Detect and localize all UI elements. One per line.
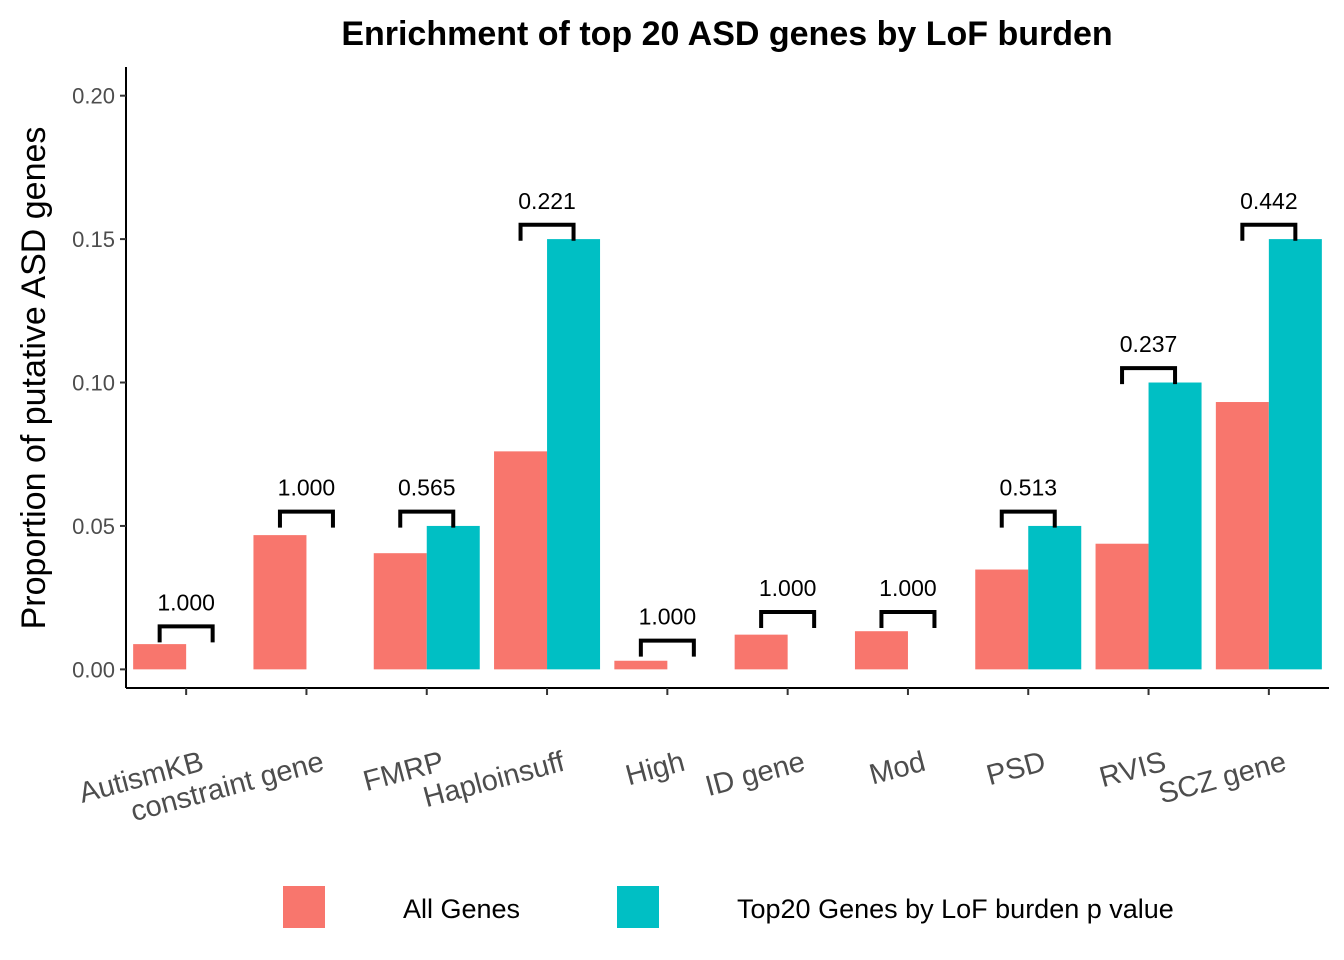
- chart-title: Enrichment of top 20 ASD genes by LoF bu…: [341, 15, 1112, 53]
- bar-all-genes-haploinsuff: [494, 451, 548, 670]
- bar-all-genes-mod: [854, 631, 908, 670]
- bar-all-genes-high: [614, 660, 668, 670]
- legend-label: All Genes: [403, 894, 520, 924]
- p-value-label: 0.513: [999, 475, 1057, 501]
- bar-all-genes-fmrp: [373, 553, 427, 670]
- p-value-label: 1.000: [639, 604, 697, 630]
- legend-key: [617, 886, 659, 928]
- significance-bracket: [1240, 222, 1298, 241]
- bar-all-genes-autismkb: [133, 644, 187, 670]
- p-value-label: 1.000: [278, 475, 336, 501]
- significance-bracket: [879, 609, 937, 628]
- x-tick-label: SCZ gene: [1155, 746, 1289, 811]
- p-value-label: 0.221: [518, 188, 576, 214]
- legend: All Genes Top20 Genes by LoF burden p val…: [283, 886, 1174, 928]
- y-tick-label: 0.20: [72, 84, 115, 109]
- significance-bracket: [398, 509, 456, 528]
- significance-bracket: [1120, 366, 1178, 385]
- x-tick-label: Mod: [866, 746, 929, 792]
- y-tick-label: 0.15: [72, 227, 115, 252]
- bar-all-genes-constraint-gene: [253, 535, 307, 670]
- significance-bracket: [157, 624, 215, 643]
- bar-top20-fmrp: [426, 525, 480, 670]
- p-value-label: 1.000: [759, 575, 817, 601]
- significance-bracket: [759, 609, 817, 628]
- x-tick-label: High: [622, 746, 688, 792]
- bar-top20-rvis: [1148, 382, 1202, 670]
- legend-label: Top20 Genes by LoF burden p value: [737, 894, 1174, 924]
- p-value-label: 0.565: [398, 475, 456, 501]
- p-value-label: 0.442: [1240, 188, 1298, 214]
- x-tick-label: ID gene: [702, 746, 808, 803]
- significance-bracket: [999, 509, 1057, 528]
- bar-all-genes-id-gene: [734, 634, 788, 670]
- bar-top20-psd: [1028, 525, 1082, 670]
- x-tick-label: PSD: [983, 746, 1049, 792]
- legend-key: [283, 886, 325, 928]
- bar-top20-haploinsuff: [547, 239, 601, 670]
- significance-bracket: [277, 509, 335, 528]
- y-tick-label: 0.10: [72, 371, 115, 396]
- bar-top20-scz-gene: [1268, 239, 1322, 670]
- p-value-label: 0.237: [1120, 331, 1178, 357]
- significance-bracket: [638, 638, 696, 657]
- y-axis-title: Proportion of putative ASD genes: [15, 127, 53, 630]
- significance-bracket: [518, 222, 576, 241]
- y-tick-label: 0.05: [72, 514, 115, 539]
- x-tick-label: Haploinsuff: [420, 746, 569, 815]
- y-tick-label: 0.00: [72, 657, 115, 682]
- p-value-label: 1.000: [157, 589, 215, 615]
- bar-all-genes-psd: [975, 569, 1029, 670]
- bar-all-genes-rvis: [1095, 543, 1149, 670]
- bar-all-genes-scz-gene: [1215, 402, 1269, 670]
- p-value-label: 1.000: [879, 575, 937, 601]
